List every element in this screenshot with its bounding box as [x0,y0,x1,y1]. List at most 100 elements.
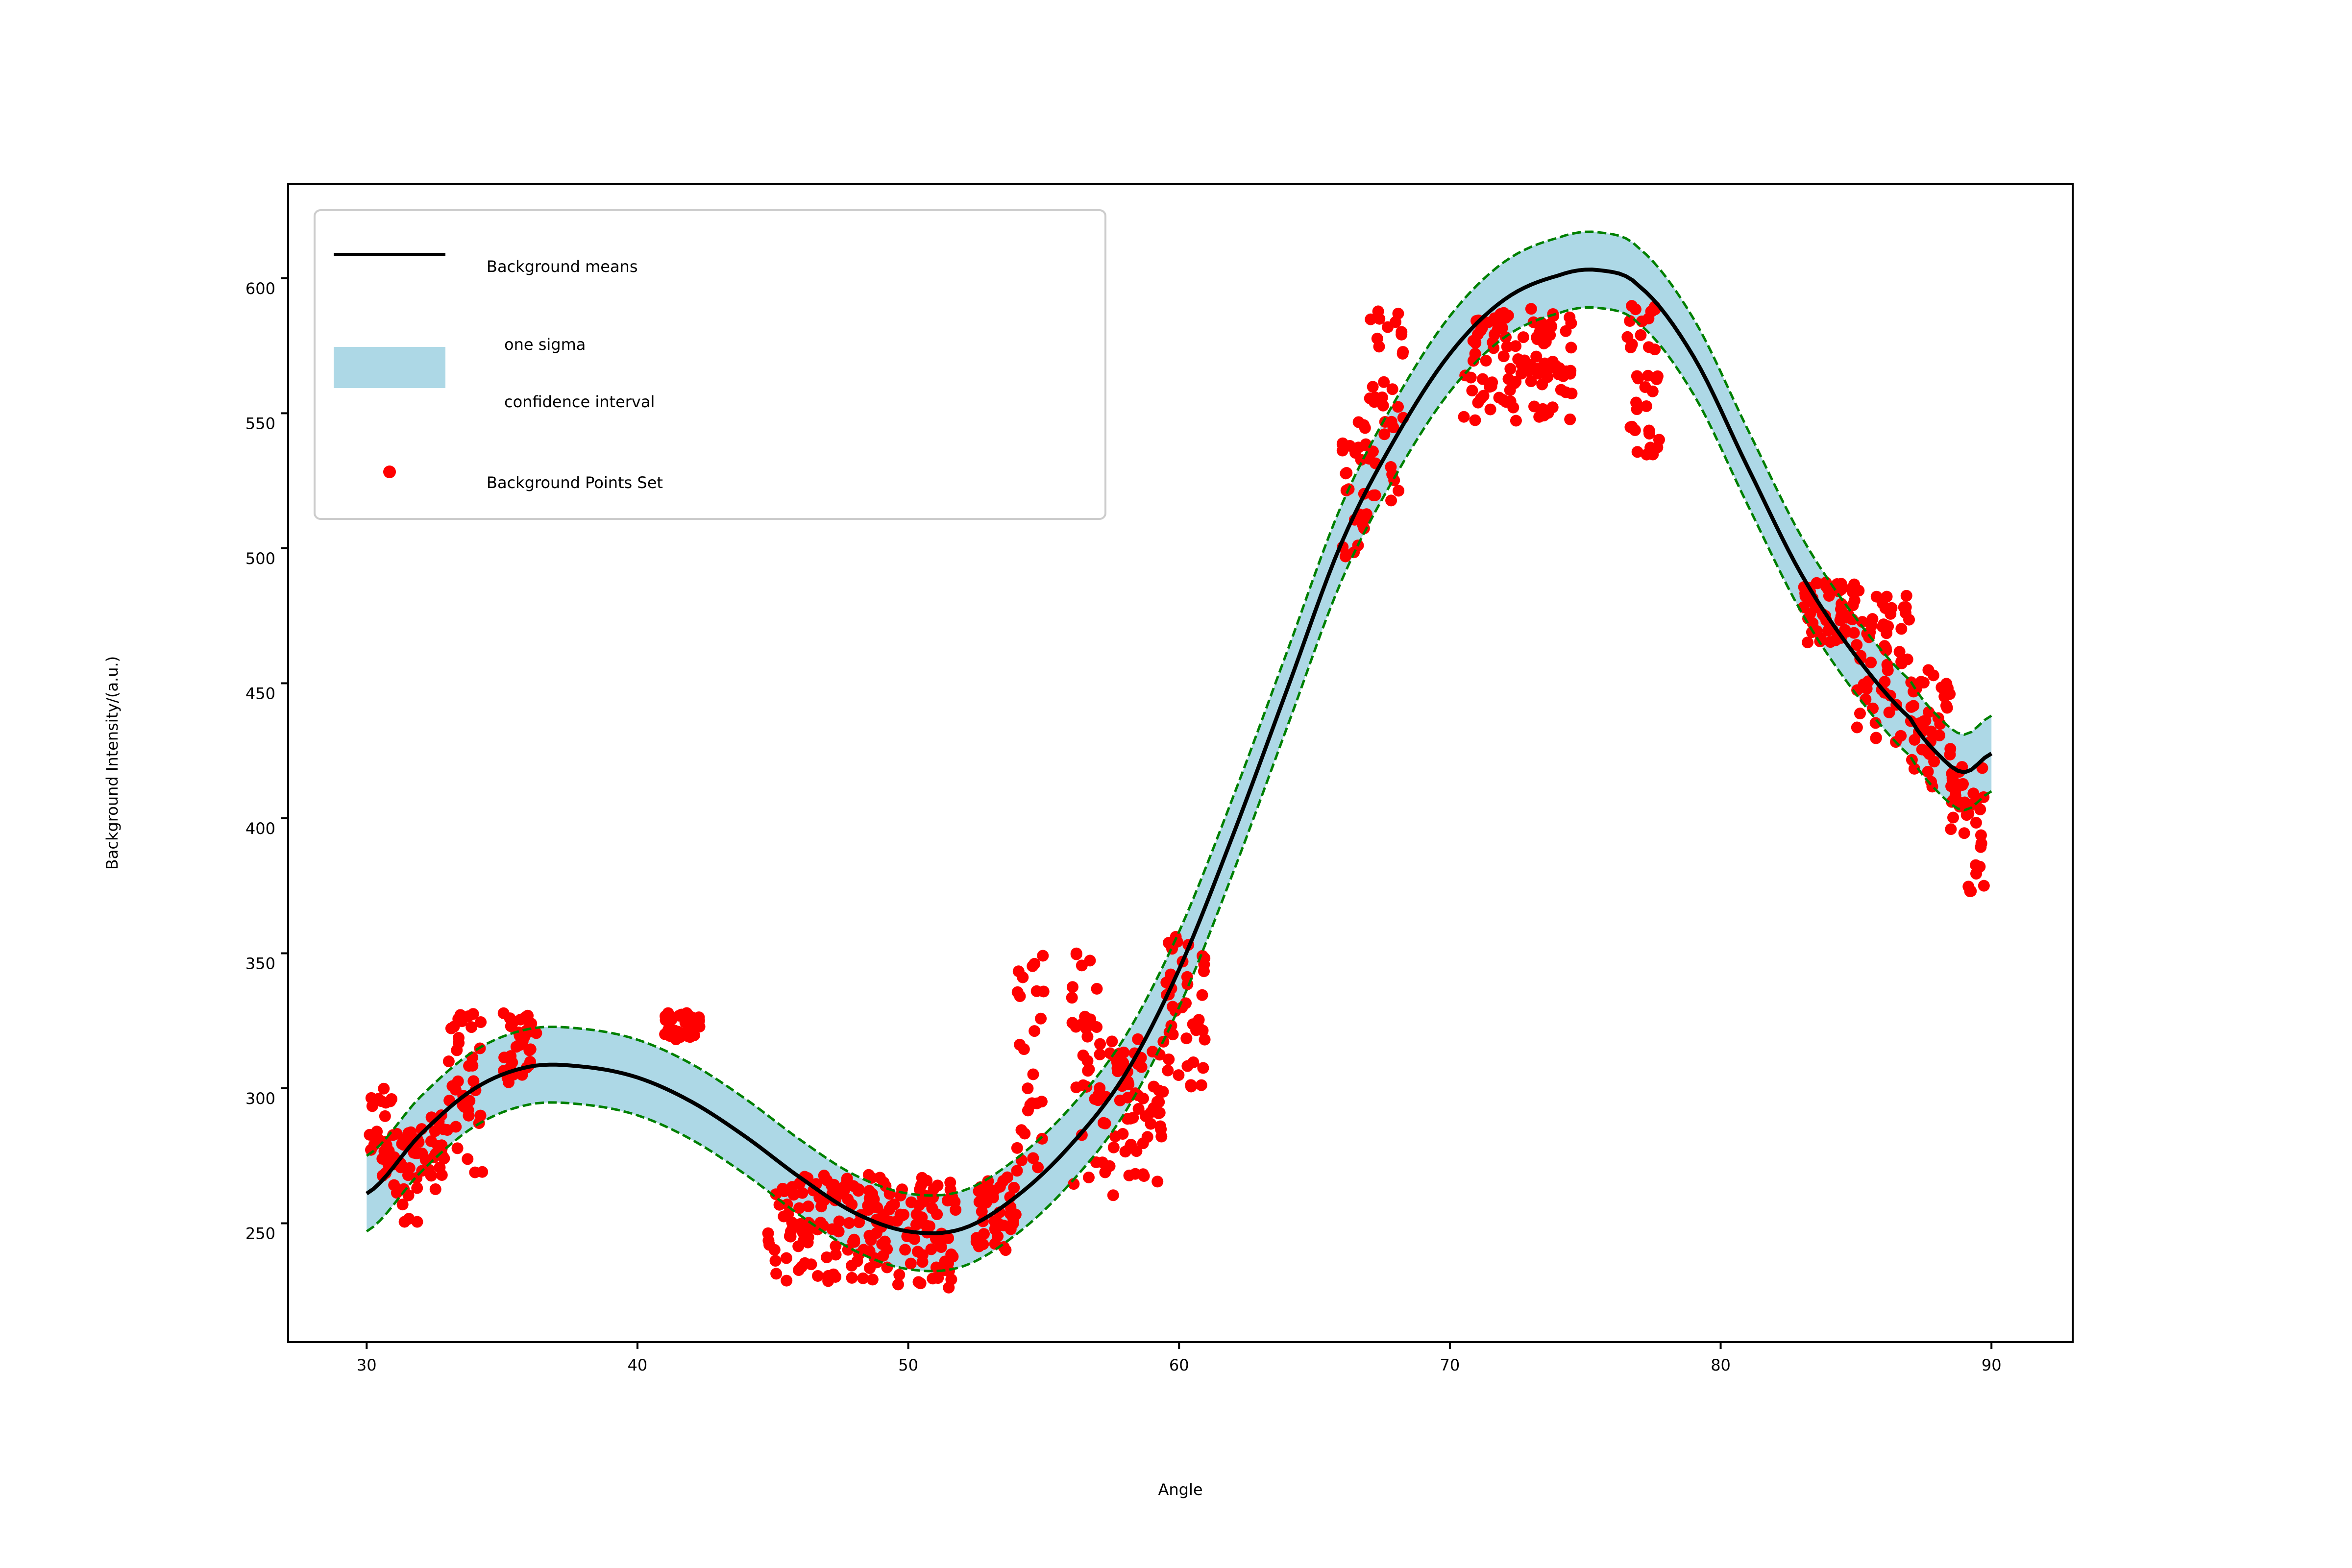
background-point [781,1274,793,1287]
background-point [925,1243,937,1255]
background-point [1015,1124,1028,1136]
lower-sigma-line [366,306,1992,1273]
plot-area [364,230,1993,1294]
upper-sigma-line [366,230,1992,1197]
legend-band-label-line1: one sigma [504,335,586,354]
background-point [1035,1012,1047,1025]
background-point [1339,550,1351,563]
background-point [1132,1102,1145,1115]
background-point [1866,613,1879,625]
background-point [1011,1165,1023,1177]
background-point [1945,823,1957,835]
background-point [375,1095,387,1107]
background-point [1905,701,1917,713]
background-point [378,1082,390,1095]
background-point [770,1268,783,1280]
background-point [1340,467,1352,480]
background-point [1157,1086,1169,1098]
background-point [1152,1176,1164,1188]
background-point [451,1142,464,1154]
x-tick-label: 40 [628,1356,648,1374]
background-point [893,1269,906,1281]
background-point [1107,1141,1120,1153]
background-point [976,1205,988,1218]
background-point [1001,1171,1013,1183]
background-point [1544,318,1556,331]
background-point [1084,1013,1097,1026]
background-point [1975,829,1987,841]
background-point [1510,340,1522,352]
background-point [1132,1033,1144,1045]
background-point [905,1257,917,1270]
background-point [365,1144,377,1156]
background-point [1122,1092,1134,1104]
background-point [1373,341,1385,353]
background-point [1564,311,1576,323]
background-point [1119,1146,1131,1158]
background-point [1017,971,1029,983]
legend-points-swatch [383,466,396,478]
legend-band-swatch [334,347,445,388]
background-point [396,1138,408,1150]
background-point [1504,363,1517,375]
background-point [1499,312,1512,324]
background-point [687,1014,700,1027]
background-point [1076,959,1088,972]
y-tick-label: 400 [245,819,275,838]
background-point [818,1170,830,1182]
background-point [1469,414,1481,426]
background-point [939,1255,951,1268]
background-point [1564,413,1576,425]
background-point [1098,1117,1110,1129]
background-point [1870,590,1883,603]
background-point [1525,303,1537,315]
background-point [1396,328,1408,341]
background-point [862,1169,875,1181]
background-means-line [365,268,1993,1235]
background-point [1485,380,1497,392]
background-point [833,1225,845,1238]
background-point [899,1244,911,1256]
background-point [1397,346,1409,358]
background-point [866,1274,879,1286]
background-point [1854,708,1866,720]
background-point [1951,778,1963,790]
background-point [466,1021,478,1033]
background-point [1367,445,1379,458]
background-point [853,1183,865,1196]
background-point [1180,997,1192,1009]
background-point [1895,623,1908,635]
background-point [456,1099,468,1111]
y-tick-label: 250 [245,1225,275,1243]
background-point [1027,1152,1039,1164]
background-point [768,1244,781,1256]
background-point [436,1150,448,1162]
y-axis-label: Background Intensity/(a.u.) [103,656,122,870]
background-point [1869,717,1882,729]
background-point [379,1135,392,1148]
legend: Background means one sigma confidence in… [314,209,1106,520]
background-point [1122,1076,1134,1088]
background-point [1378,428,1391,441]
background-point [1082,1065,1094,1077]
background-point [1480,355,1492,367]
background-point [1630,396,1642,409]
background-point [1565,342,1577,354]
background-point [1163,937,1175,949]
background-point [812,1270,824,1282]
legend-points-label: Background Points Set [487,473,663,492]
background-point [913,1183,926,1196]
background-point [1632,372,1644,385]
background-point [762,1234,775,1247]
background-point [843,1217,855,1229]
background-point [530,1027,542,1039]
background-point [402,1169,414,1181]
background-point [998,1241,1010,1253]
background-point [1881,590,1893,603]
background-point [799,1257,811,1269]
background-point [434,1161,446,1174]
background-point [857,1272,869,1284]
background-point [1141,1131,1153,1143]
background-point [1501,341,1513,353]
